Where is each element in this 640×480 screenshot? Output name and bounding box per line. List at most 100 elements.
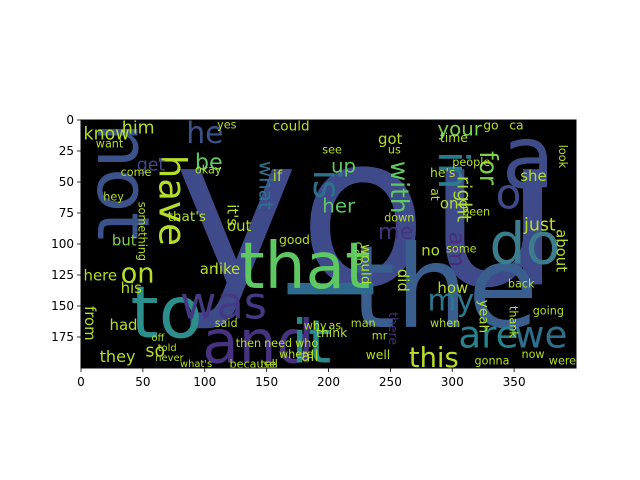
x-tick-label: 150 [255, 375, 278, 389]
cloud-word: gonna [475, 354, 510, 367]
cloud-word: us [388, 144, 401, 157]
cloud-word: think [316, 325, 348, 340]
y-tick-label: 25 [59, 144, 74, 158]
cloud-word: that [239, 229, 370, 304]
cloud-word: he's [430, 165, 455, 180]
cloud-word: need [264, 337, 292, 350]
cloud-word: thank [507, 306, 520, 338]
cloud-word: because [230, 358, 277, 371]
cloud-word: was [180, 278, 267, 330]
cloud-word: not [81, 123, 165, 241]
cloud-word: were [549, 354, 576, 367]
cloud-word: there [386, 312, 401, 345]
cloud-word: you [174, 88, 561, 334]
cloud-word: people [452, 156, 490, 169]
cloud-word: it [291, 308, 331, 377]
cloud-word: now [522, 348, 545, 361]
cloud-word: said [215, 317, 238, 330]
cloud-word: when [430, 317, 460, 330]
cloud-word: see [322, 144, 342, 157]
cloud-word: all [301, 347, 318, 365]
cloud-word: yes [217, 119, 237, 132]
cloud-word: back [508, 277, 535, 290]
cloud-word: with [385, 161, 414, 214]
cloud-word: where [279, 348, 313, 361]
cloud-word: about [553, 229, 571, 272]
cloud-word: never [155, 353, 184, 364]
cloud-word: want [96, 137, 124, 150]
cloud-word: to [131, 270, 203, 354]
plot-background [81, 120, 576, 368]
cloud-word: good [279, 232, 310, 247]
y-tick-label: 50 [59, 175, 74, 189]
cloud-word: then [236, 337, 261, 350]
cloud-word: been [462, 206, 490, 219]
cloud-word: an [200, 260, 219, 278]
cloud-word: am [444, 232, 470, 267]
y-tick-label: 175 [51, 330, 74, 344]
cloud-word: from [81, 306, 99, 341]
cloud-word: time [440, 130, 468, 145]
cloud-word: hey [103, 191, 124, 204]
x-tick-label: 350 [503, 375, 526, 389]
y-tick-label: 75 [59, 206, 74, 220]
cloud-word: we [514, 312, 567, 356]
cloud-word: is [305, 170, 349, 200]
cloud-word: and [202, 308, 314, 377]
cloud-word: here [84, 266, 118, 284]
cloud-word: some [446, 243, 477, 256]
cloud-word: her [322, 194, 356, 217]
x-tick-label: 0 [77, 375, 85, 389]
cloud-word: mr [372, 330, 388, 343]
cloud-word: down [384, 212, 414, 225]
cloud-word: so [145, 342, 165, 362]
cloud-word: if [273, 167, 283, 185]
cloud-word: be [195, 150, 223, 176]
y-tick-label: 125 [51, 268, 74, 282]
cloud-word: out [227, 217, 252, 235]
cloud-word: what [255, 161, 278, 210]
cloud-word: that's [168, 209, 206, 225]
cloud-word: did [394, 269, 412, 292]
cloud-word: just [523, 215, 556, 235]
cloud-word: come [121, 166, 152, 179]
cloud-word: man [351, 317, 376, 330]
cloud-word: would [358, 244, 374, 284]
cloud-word: him [122, 119, 155, 139]
cloud-word: but [112, 232, 137, 250]
cloud-word: told [158, 343, 177, 354]
cloud-word: the [351, 221, 538, 354]
cloud-word: off [152, 333, 165, 344]
cloud-word: at [428, 188, 443, 201]
cloud-word: get [137, 156, 166, 176]
x-tick-label: 50 [135, 375, 150, 389]
cloud-word: go [483, 118, 498, 133]
x-axis: 0 50 100 150 200 250 300 350 [77, 368, 526, 389]
cloud-word: his [121, 279, 143, 297]
cloud-word: what's [180, 359, 212, 370]
cloud-word: well [366, 347, 391, 362]
x-tick-label: 250 [379, 375, 402, 389]
cloud-word: something [135, 202, 148, 261]
cloud-word: they [100, 347, 136, 366]
cloud-word: she [520, 167, 546, 185]
cloud-word: why [304, 320, 327, 333]
y-tick-label: 100 [51, 237, 74, 251]
cloud-word: he [186, 116, 223, 151]
y-tick-label: 0 [66, 113, 74, 127]
x-tick-label: 100 [193, 375, 216, 389]
cloud-word: who [295, 337, 318, 350]
cloud-word: can [350, 242, 366, 266]
cloud-word: my [428, 284, 475, 319]
cloud-word: tell [260, 358, 278, 371]
cloud-word: of [496, 170, 538, 219]
cloud-word: on [121, 259, 155, 290]
cloud-word: I [260, 271, 397, 306]
cloud-word: ca [509, 118, 523, 133]
cloud-word: had [110, 316, 138, 334]
cloud-word: yeah [475, 300, 491, 333]
cloud-word: it's [223, 204, 241, 226]
cloud-word: okay [195, 163, 222, 176]
